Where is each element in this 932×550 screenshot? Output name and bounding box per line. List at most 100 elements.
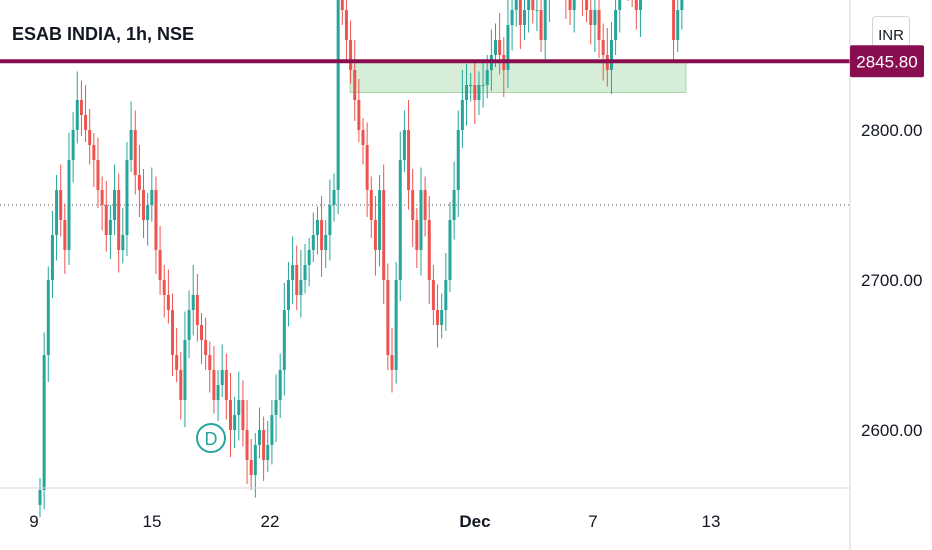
candle-body bbox=[79, 100, 83, 115]
x-tick-label: 13 bbox=[702, 512, 721, 531]
candle-body bbox=[481, 85, 485, 86]
candle-body bbox=[473, 85, 477, 100]
candle-body bbox=[444, 280, 448, 310]
candle-body bbox=[46, 280, 50, 355]
support-price-tag-bg bbox=[850, 45, 924, 78]
candle-body bbox=[253, 445, 257, 475]
candle-body bbox=[539, 10, 543, 40]
x-tick-label: 7 bbox=[588, 512, 597, 531]
candle-body bbox=[543, 0, 547, 40]
candle-body bbox=[431, 280, 435, 310]
candle-body bbox=[456, 130, 460, 190]
candle-body bbox=[498, 40, 502, 55]
candle-body bbox=[324, 235, 328, 250]
candle-body bbox=[96, 160, 100, 190]
candle-body bbox=[436, 310, 440, 325]
candle-body bbox=[262, 430, 266, 460]
candle-body bbox=[638, 0, 642, 10]
candle-body bbox=[460, 100, 464, 130]
candle-body bbox=[510, 10, 514, 25]
candle-body bbox=[67, 160, 71, 250]
candle-body bbox=[42, 355, 46, 490]
candle-body bbox=[344, 10, 348, 40]
candle-body bbox=[121, 235, 125, 250]
candle-body bbox=[166, 295, 170, 310]
candle-body bbox=[274, 400, 278, 415]
candle-body bbox=[100, 190, 104, 205]
candle-body bbox=[204, 340, 208, 355]
candle-body bbox=[241, 400, 245, 430]
candle-body bbox=[191, 295, 195, 310]
candle-body bbox=[415, 220, 419, 250]
candle-body bbox=[104, 205, 108, 235]
candle-body bbox=[63, 220, 67, 250]
candle-body bbox=[311, 235, 315, 250]
candle-body bbox=[237, 400, 241, 415]
candle-body bbox=[187, 310, 191, 340]
candle-body bbox=[38, 490, 42, 505]
candle-body bbox=[394, 280, 398, 370]
candle-body bbox=[245, 430, 249, 460]
candle-body bbox=[233, 415, 237, 430]
candle-body bbox=[618, 0, 622, 10]
candle-body bbox=[75, 100, 79, 130]
candle-body bbox=[357, 100, 361, 130]
candle-body bbox=[423, 190, 427, 220]
support-zone bbox=[349, 60, 687, 93]
candle-body bbox=[386, 280, 390, 355]
candle-body bbox=[589, 10, 593, 25]
candle-body bbox=[514, 0, 518, 10]
candle-body bbox=[286, 280, 290, 310]
candle-body bbox=[270, 415, 274, 445]
y-tick-label: 2700.00 bbox=[861, 271, 922, 290]
y-tick-label: 2600.00 bbox=[861, 421, 922, 440]
candle-body bbox=[477, 85, 481, 100]
candle-body bbox=[419, 190, 423, 250]
candle-body bbox=[257, 430, 261, 445]
candle-body bbox=[609, 40, 613, 70]
candle-body bbox=[328, 205, 332, 235]
candle-body bbox=[195, 295, 199, 325]
dotted-levels-layer bbox=[0, 204, 850, 206]
candle-body bbox=[585, 0, 589, 10]
zones-layer bbox=[349, 60, 687, 93]
candle-body bbox=[315, 220, 319, 235]
event-marker-layer: D bbox=[196, 423, 226, 453]
x-tick-label: 15 bbox=[143, 512, 162, 531]
candle-body bbox=[228, 400, 232, 430]
candle-body bbox=[597, 10, 601, 40]
candle-body bbox=[307, 250, 311, 265]
candle-body bbox=[175, 355, 179, 370]
time-axis: 9 15 22 Dec 7 13 bbox=[29, 512, 720, 531]
candle-body bbox=[59, 190, 63, 220]
support-price-tag: 2845.80 bbox=[850, 45, 924, 78]
level-lines-layer bbox=[0, 59, 850, 64]
candle-body bbox=[427, 220, 431, 280]
chart-title: ESAB INDIA, 1h, NSE bbox=[12, 24, 195, 44]
candle-body bbox=[523, 10, 526, 25]
candle-body bbox=[440, 310, 444, 325]
x-tick-label: 9 bbox=[29, 512, 38, 531]
candle-body bbox=[568, 0, 572, 10]
candle-body bbox=[402, 130, 406, 160]
candle-body bbox=[108, 220, 112, 235]
candle-body bbox=[137, 175, 141, 190]
candle-body bbox=[295, 265, 299, 295]
candle-body bbox=[365, 145, 369, 190]
candle-body bbox=[452, 190, 456, 220]
candle-body bbox=[527, 0, 531, 10]
candle-body bbox=[278, 370, 282, 400]
candle-body bbox=[299, 280, 303, 295]
candle-body bbox=[411, 190, 415, 220]
candle-body bbox=[369, 190, 373, 220]
candle-body bbox=[340, 0, 344, 10]
candle-body bbox=[382, 190, 386, 280]
candle-body bbox=[208, 355, 212, 370]
candle-body bbox=[117, 190, 121, 250]
candle-body bbox=[129, 130, 133, 160]
candle-body bbox=[150, 190, 154, 205]
candle-body bbox=[88, 130, 92, 145]
candle-body bbox=[224, 370, 228, 400]
